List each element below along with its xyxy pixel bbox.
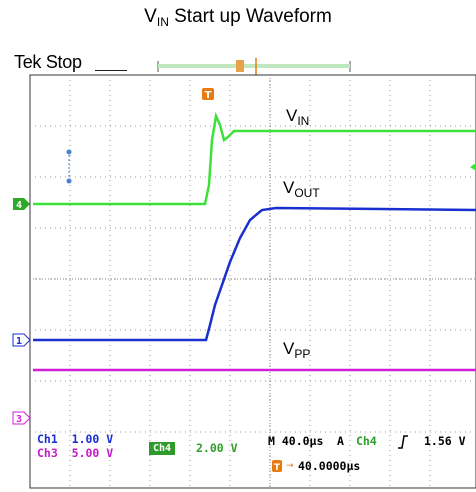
ch3-ground-marker: 3 [12,411,31,425]
trigger-position-readout: 40.0000µs [298,459,361,473]
acquisition-state: Stop [45,52,82,72]
ch3-readout: Ch3 5.00 V [37,446,114,460]
vout-trace [33,206,476,342]
scope-status: Tek Stop [14,52,82,73]
ch4-scale-readout: 2.00 V [196,441,238,455]
svg-text:3: 3 [16,414,22,425]
trigger-position-marker: T [202,88,214,101]
svg-text:→: → [286,461,294,471]
record-window-indicator [157,58,351,76]
svg-text:4: 4 [16,200,22,211]
trigger-position-icon: T → [272,460,294,473]
ch4-badge-bg [149,442,175,455]
svg-text:1: 1 [16,336,22,347]
svg-text:T: T [274,463,281,473]
trigger-source: Ch4 [356,434,377,448]
figure-title: VIN Start up Waveform [144,6,332,29]
trigger-mode: A [337,434,344,448]
scope-status-bar: Tek Stop [0,52,476,74]
vout-label: VOUT [283,178,320,200]
tek-brand: Tek [14,52,42,72]
vin-label: VIN [286,106,310,128]
status-underline [95,70,127,71]
vpp-label: VPP [283,339,311,361]
ch1-ground-marker: 1 [12,333,31,347]
graticule-grid [30,75,476,488]
cursor-glyph [66,149,72,184]
timebase-readout: M 40.0µs [268,434,324,448]
trigger-marker-text: T [205,90,212,101]
ch4-level-arrow [470,163,476,171]
ch4-badge: Ch4 [152,443,172,454]
vin-trace [33,111,476,206]
graticule-border [29,74,476,489]
ch1-readout: Ch1 1.00 V [37,432,114,446]
ch4-ground-marker: 4 [13,198,30,211]
trigger-level: 1.56 V [424,434,466,448]
rising-edge-icon [398,435,408,449]
